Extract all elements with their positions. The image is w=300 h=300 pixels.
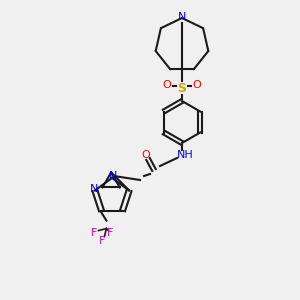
- Text: N: N: [178, 12, 186, 22]
- Text: F: F: [107, 228, 114, 238]
- Text: O: O: [193, 80, 201, 90]
- Text: F: F: [91, 228, 98, 238]
- Text: F: F: [99, 236, 106, 246]
- Text: N: N: [109, 171, 117, 181]
- Text: S: S: [178, 82, 187, 94]
- Text: N: N: [90, 184, 98, 194]
- Text: O: O: [142, 150, 150, 160]
- Text: O: O: [163, 80, 171, 90]
- Text: NH: NH: [177, 150, 194, 160]
